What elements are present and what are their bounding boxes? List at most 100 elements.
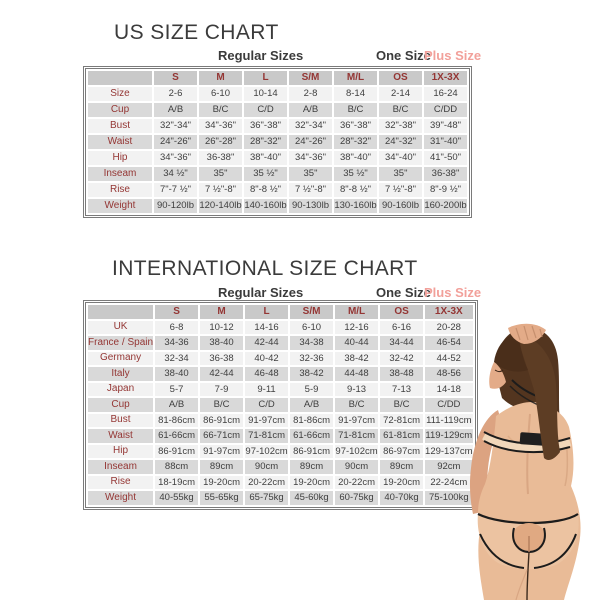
size-cell: 22-24cm: [425, 475, 473, 489]
size-column-header: S/M: [289, 71, 332, 85]
size-cell: 38"-40": [334, 151, 377, 165]
size-cell: 8"-9 ½": [424, 183, 467, 197]
size-cell: 35": [379, 167, 422, 181]
size-cell: 38-42: [335, 351, 379, 365]
size-cell: 14-16: [245, 320, 289, 334]
size-cell: 10-14: [244, 87, 287, 101]
size-cell: B/C: [334, 103, 377, 117]
size-cell: 20-22cm: [245, 475, 289, 489]
size-cell: 55-65kg: [200, 491, 244, 505]
size-cell: B/C: [200, 398, 244, 412]
size-cell: 71-81cm: [245, 429, 289, 443]
size-cell: 38"-40": [244, 151, 287, 165]
size-cell: 38-40: [155, 367, 199, 381]
size-cell: 20-28: [425, 320, 473, 334]
row-label: Italy: [88, 367, 154, 381]
size-cell: 34-36: [155, 336, 199, 350]
size-cell: 61-66cm: [290, 429, 334, 443]
size-cell: 89cm: [200, 460, 244, 474]
row-label: Size: [88, 87, 152, 101]
size-cell: 60-75kg: [335, 491, 379, 505]
row-label: Bust: [88, 119, 152, 133]
size-cell: 39"-48": [424, 119, 467, 133]
model-photo-back-view-illustration: [469, 323, 581, 600]
corner-cell: [88, 305, 154, 319]
size-cell: 14-18: [425, 382, 473, 396]
intl-size-table-frame: S M L S/M M/L OS 1X-3X UK 6-8 10-12 14-16 6-10 12-16…: [83, 300, 478, 510]
size-row: France / Spain 34-36 38-40 42-44 34-38 40-44 3…: [88, 336, 473, 350]
size-cell: 45-60kg: [290, 491, 334, 505]
row-label: Waist: [88, 135, 152, 149]
size-cell: B/C: [199, 103, 242, 117]
row-label: Hip: [88, 444, 154, 458]
size-cell: 40-70kg: [380, 491, 424, 505]
size-cell: 8-14: [334, 87, 377, 101]
size-row: Japan 5-7 7-9 9-11 5-9 9-13 7-13 14-18: [88, 382, 473, 396]
size-cell: 111-119cm: [425, 413, 473, 427]
size-row: Size 2-6 6-10 10-14 2-8 8-14 2-14 16-24: [88, 87, 467, 101]
size-cell: 35": [199, 167, 242, 181]
size-cell: 16-24: [424, 87, 467, 101]
size-cell: C/D: [244, 103, 287, 117]
size-cell: 119-129cm: [425, 429, 473, 443]
size-row: Bust 81-86cm 86-91cm 91-97cm 81-86cm 91-97cm 7…: [88, 413, 473, 427]
size-cell: 34-44: [380, 336, 424, 350]
us-regular-sizes-label: Regular Sizes: [218, 48, 304, 63]
size-cell: 89cm: [380, 460, 424, 474]
row-label: Cup: [88, 398, 154, 412]
size-cell: 48-56: [425, 367, 473, 381]
size-cell: 20-22cm: [335, 475, 379, 489]
size-column-header: M/L: [335, 305, 379, 319]
size-row: Weight 90-120lb 120-140lb 140-160lb 90-130lb…: [88, 199, 467, 213]
us-chart-title: US SIZE CHART: [114, 21, 279, 44]
size-cell: 32"-38": [379, 119, 422, 133]
size-cell: 36"-38": [244, 119, 287, 133]
size-cell: 9-11: [245, 382, 289, 396]
size-cell: 19-20cm: [380, 475, 424, 489]
size-cell: 6-10: [290, 320, 334, 334]
size-cell: 71-81cm: [335, 429, 379, 443]
size-cell: 89cm: [290, 460, 334, 474]
size-cell: 38-48: [380, 367, 424, 381]
size-cell: 66-71cm: [200, 429, 244, 443]
size-header-row: S M L S/M M/L OS 1X-3X: [88, 305, 473, 319]
row-label: Inseam: [88, 460, 154, 474]
row-label: UK: [88, 320, 154, 334]
size-column-header: OS: [380, 305, 424, 319]
size-header-row: S M L S/M M/L OS 1X-3X: [88, 71, 467, 85]
size-cell: 36"-38": [334, 119, 377, 133]
size-cell: 86-91cm: [155, 444, 199, 458]
size-cell: B/C: [379, 103, 422, 117]
size-cell: 2-14: [379, 87, 422, 101]
size-column-header: M: [199, 71, 242, 85]
size-cell: 24"-32": [379, 135, 422, 149]
row-label: Rise: [88, 183, 152, 197]
size-cell: 32-36: [290, 351, 334, 365]
intl-regular-sizes-label: Regular Sizes: [218, 285, 304, 300]
size-cell: 91-97cm: [245, 413, 289, 427]
size-cell: 7 ½"-8": [289, 183, 332, 197]
row-label: Japan: [88, 382, 154, 396]
size-cell: 7-13: [380, 382, 424, 396]
size-cell: 28"-32": [244, 135, 287, 149]
size-cell: 34 ½": [154, 167, 197, 181]
size-cell: 8"-8 ½": [244, 183, 287, 197]
size-cell: 10-12: [200, 320, 244, 334]
size-cell: 90cm: [335, 460, 379, 474]
size-cell: C/DD: [424, 103, 467, 117]
model-photo: [468, 318, 598, 600]
size-cell: 5-9: [290, 382, 334, 396]
size-cell: A/B: [154, 103, 197, 117]
row-label: Weight: [88, 491, 154, 505]
size-row: Waist 61-66cm 66-71cm 71-81cm 61-66cm 71-81cm…: [88, 429, 473, 443]
size-cell: 32"-34": [289, 119, 332, 133]
intl-chart-title: INTERNATIONAL SIZE CHART: [112, 257, 418, 280]
size-cell: 31"-40": [424, 135, 467, 149]
size-cell: 61-66cm: [155, 429, 199, 443]
size-cell: 86-91cm: [290, 444, 334, 458]
size-cell: 35": [289, 167, 332, 181]
us-one-size-label: One Size: [376, 48, 431, 63]
size-cell: 7 ½"-8": [199, 183, 242, 197]
size-cell: 35 ½": [334, 167, 377, 181]
size-row: Hip 86-91cm 91-97cm 97-102cm 86-91cm 97-102cm…: [88, 444, 473, 458]
